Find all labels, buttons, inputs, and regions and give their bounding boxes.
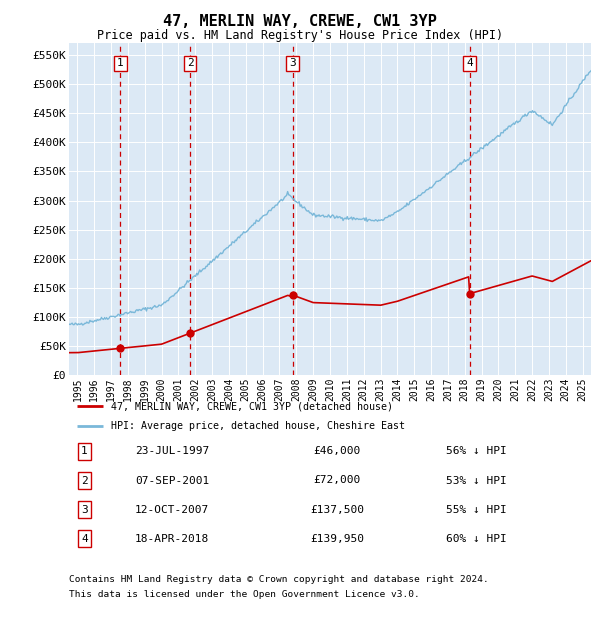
Text: 3: 3 bbox=[289, 58, 296, 68]
Text: £139,950: £139,950 bbox=[310, 534, 364, 544]
Text: Contains HM Land Registry data © Crown copyright and database right 2024.: Contains HM Land Registry data © Crown c… bbox=[69, 575, 489, 584]
Text: Price paid vs. HM Land Registry's House Price Index (HPI): Price paid vs. HM Land Registry's House … bbox=[97, 29, 503, 42]
Text: 1: 1 bbox=[81, 446, 88, 456]
Text: 53% ↓ HPI: 53% ↓ HPI bbox=[446, 476, 506, 485]
Text: This data is licensed under the Open Government Licence v3.0.: This data is licensed under the Open Gov… bbox=[69, 590, 420, 599]
Text: 47, MERLIN WAY, CREWE, CW1 3YP: 47, MERLIN WAY, CREWE, CW1 3YP bbox=[163, 14, 437, 29]
Text: 47, MERLIN WAY, CREWE, CW1 3YP (detached house): 47, MERLIN WAY, CREWE, CW1 3YP (detached… bbox=[110, 401, 392, 411]
Text: 12-OCT-2007: 12-OCT-2007 bbox=[135, 505, 209, 515]
Text: 4: 4 bbox=[81, 534, 88, 544]
Text: 2: 2 bbox=[81, 476, 88, 485]
Text: 07-SEP-2001: 07-SEP-2001 bbox=[135, 476, 209, 485]
Text: 55% ↓ HPI: 55% ↓ HPI bbox=[446, 505, 506, 515]
Text: 1: 1 bbox=[117, 58, 124, 68]
Text: 18-APR-2018: 18-APR-2018 bbox=[135, 534, 209, 544]
Text: £46,000: £46,000 bbox=[314, 446, 361, 456]
Text: 56% ↓ HPI: 56% ↓ HPI bbox=[446, 446, 506, 456]
Text: 4: 4 bbox=[466, 58, 473, 68]
Text: 23-JUL-1997: 23-JUL-1997 bbox=[135, 446, 209, 456]
Text: HPI: Average price, detached house, Cheshire East: HPI: Average price, detached house, Ches… bbox=[110, 421, 404, 431]
Text: 60% ↓ HPI: 60% ↓ HPI bbox=[446, 534, 506, 544]
Text: £72,000: £72,000 bbox=[314, 476, 361, 485]
Text: £137,500: £137,500 bbox=[310, 505, 364, 515]
Text: 2: 2 bbox=[187, 58, 193, 68]
Text: 3: 3 bbox=[81, 505, 88, 515]
